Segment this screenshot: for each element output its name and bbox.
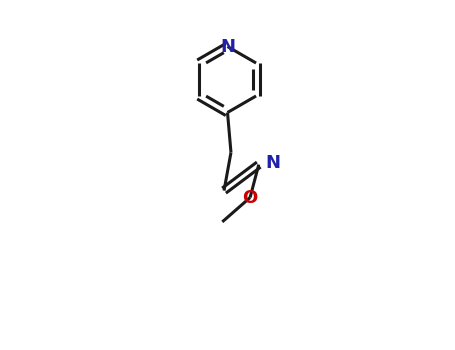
Text: N: N [220,37,235,56]
Text: O: O [243,189,258,206]
Text: N: N [265,154,280,172]
